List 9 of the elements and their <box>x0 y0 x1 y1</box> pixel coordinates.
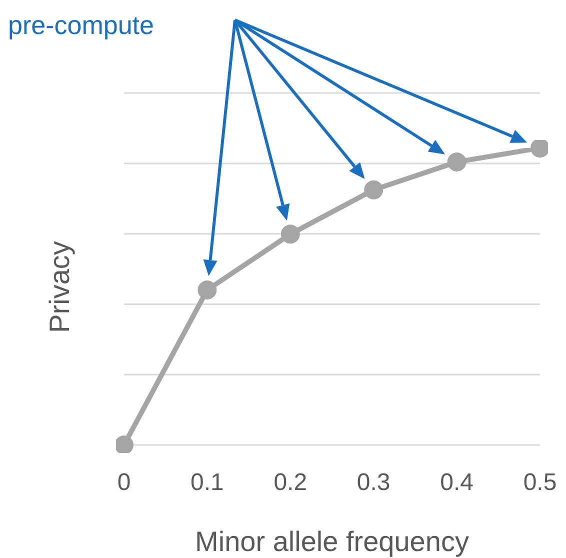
x-tick-label: 0.1 <box>190 469 224 496</box>
x-tick-label: 0.3 <box>356 469 390 496</box>
x-tick-label: 0.4 <box>440 469 474 496</box>
x-tick-label: 0 <box>117 469 131 496</box>
x-tick-label: 0.5 <box>523 469 557 496</box>
x-tick-label: 0.2 <box>274 469 308 496</box>
x-axis-title: Minor allele frequency <box>194 526 470 558</box>
y-axis-title: Privacy <box>44 240 76 334</box>
text: pre-compute <box>8 10 154 41</box>
